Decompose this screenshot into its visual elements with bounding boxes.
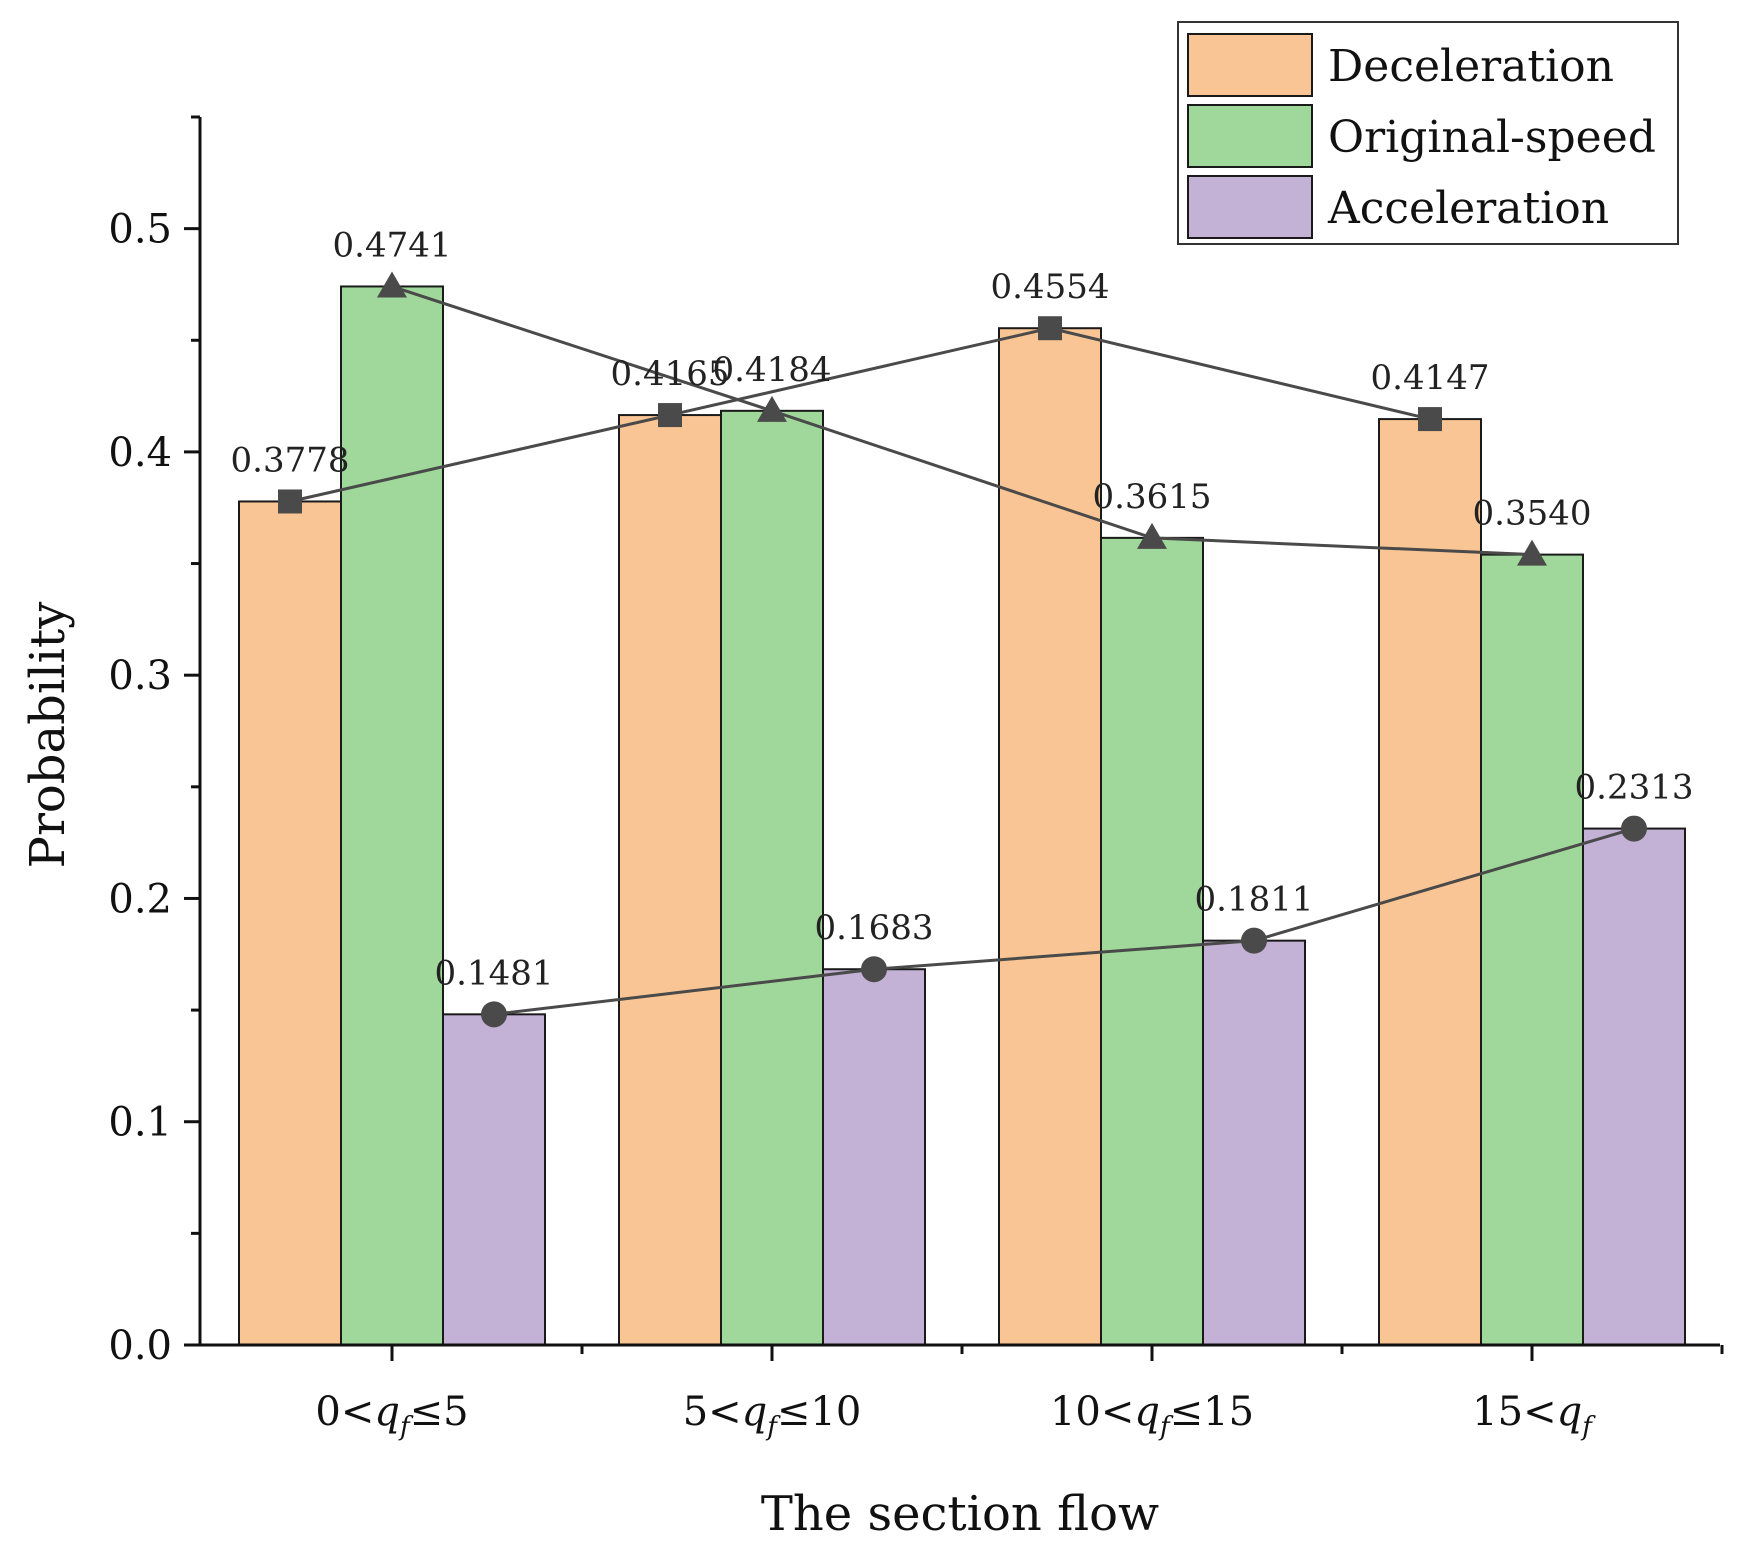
marker-circle bbox=[861, 956, 887, 983]
bar-original-speed-2 bbox=[720, 409, 824, 1346]
data-label: 0.4147 bbox=[1371, 358, 1490, 398]
y-tick-label: 0.4 bbox=[108, 430, 172, 476]
y-tick-label: 0.0 bbox=[108, 1323, 172, 1369]
bar-acceleration-1 bbox=[442, 1013, 546, 1346]
trend-lines-layer bbox=[278, 271, 1647, 1028]
bar-deceleration-4 bbox=[1378, 418, 1482, 1346]
trend-line-original-speed bbox=[391, 285, 1533, 557]
x-axis-title: The section flow bbox=[761, 1486, 1159, 1542]
marker-circle bbox=[1621, 815, 1647, 842]
data-label: 0.4554 bbox=[991, 267, 1110, 307]
legend-label-acceleration: Acceleration bbox=[1327, 183, 1609, 234]
bar-acceleration-3 bbox=[1202, 939, 1306, 1346]
trend-line-deceleration bbox=[289, 326, 1431, 503]
legend-label-deceleration: Deceleration bbox=[1328, 41, 1614, 92]
marker-square bbox=[1038, 316, 1062, 341]
data-label: 0.2313 bbox=[1575, 768, 1694, 808]
data-label: 0.4741 bbox=[333, 225, 452, 265]
legend: Deceleration Original-speed Acceleration bbox=[1177, 21, 1679, 245]
bar-original-speed-4 bbox=[1480, 553, 1584, 1346]
data-label: 0.3778 bbox=[231, 440, 350, 480]
data-label: 0.4184 bbox=[713, 350, 832, 390]
marker-triangle bbox=[1517, 539, 1547, 566]
y-tick-label: 0.1 bbox=[108, 1100, 172, 1146]
marker-square bbox=[1418, 407, 1442, 432]
data-label: 0.3615 bbox=[1093, 477, 1212, 517]
x-tick-label: 10<qf≤15 bbox=[1050, 1389, 1254, 1442]
data-label: 0.1811 bbox=[1195, 880, 1314, 920]
bar-deceleration-3 bbox=[998, 327, 1102, 1346]
marker-circle bbox=[481, 1001, 507, 1028]
legend-swatch-original-speed bbox=[1187, 104, 1313, 168]
data-labels-layer: 0.3778 0.4165 0.4554 0.4147 0.4741 0.4184 0.36… bbox=[231, 225, 1694, 993]
bars-layer bbox=[238, 285, 1686, 1346]
y-axis-title: Probability bbox=[20, 602, 76, 869]
x-tick-label: 5<qf≤10 bbox=[683, 1389, 862, 1442]
data-label: 0.4165 bbox=[611, 354, 730, 394]
legend-swatch-acceleration bbox=[1187, 175, 1313, 239]
y-tick-label: 0.2 bbox=[108, 876, 172, 922]
data-label: 0.1481 bbox=[435, 953, 554, 993]
bar-original-speed-3 bbox=[1100, 536, 1204, 1346]
marker-triangle bbox=[757, 395, 787, 422]
y-tick-label: 0.3 bbox=[108, 653, 172, 699]
marker-square bbox=[658, 403, 682, 428]
data-label: 0.3540 bbox=[1473, 494, 1592, 534]
y-tick-label: 0.5 bbox=[108, 207, 172, 253]
marker-triangle bbox=[377, 271, 407, 298]
legend-swatch-deceleration bbox=[1187, 33, 1313, 97]
x-tick-label: 15<qf bbox=[1472, 1389, 1596, 1442]
bar-deceleration-2 bbox=[618, 414, 722, 1346]
axes-layer: 0.0 0.1 0.2 0.3 0.4 0.5 0<qf≤5 5<qf≤10 10<qf≤15 1… bbox=[108, 115, 1724, 1442]
legend-label-original-speed: Original-speed bbox=[1328, 112, 1656, 163]
trend-line-acceleration bbox=[493, 827, 1635, 1016]
bar-acceleration-2 bbox=[822, 968, 926, 1346]
marker-circle bbox=[1241, 927, 1267, 954]
bar-acceleration-4 bbox=[1582, 827, 1686, 1346]
bar-original-speed-1 bbox=[340, 285, 444, 1346]
x-tick-label: 0<qf≤5 bbox=[315, 1389, 468, 1442]
marker-triangle bbox=[1137, 522, 1167, 549]
marker-square bbox=[278, 489, 302, 514]
bar-deceleration-1 bbox=[238, 500, 342, 1346]
data-label: 0.1683 bbox=[815, 908, 934, 948]
